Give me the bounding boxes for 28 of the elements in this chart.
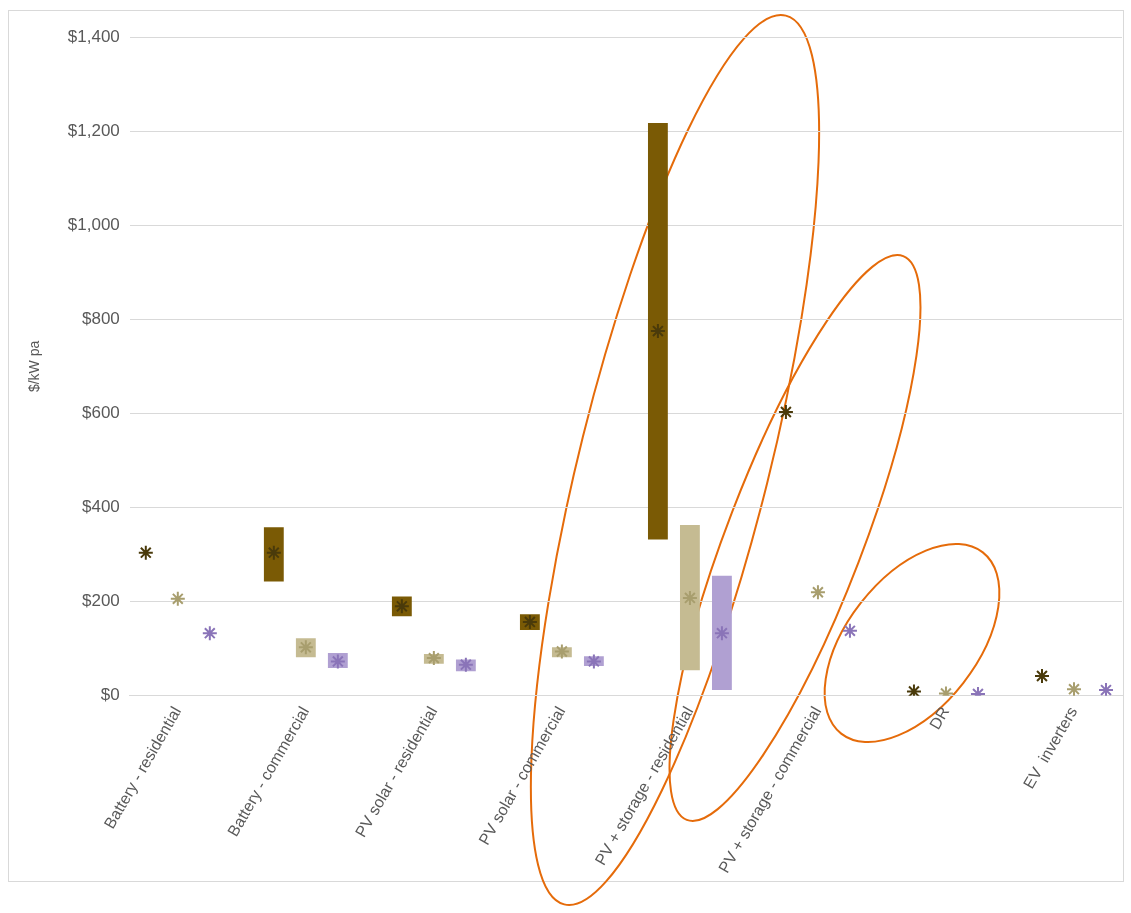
point xyxy=(201,625,218,642)
y-tick-label: $1,400 xyxy=(67,26,120,46)
point xyxy=(841,622,858,639)
point xyxy=(137,544,154,561)
y-tick-label: $0 xyxy=(100,685,120,705)
y-axis-title: $/kW pa xyxy=(26,340,43,393)
point xyxy=(777,404,794,421)
x-tick-label: DR xyxy=(926,703,953,733)
y-tick-label: $1,200 xyxy=(67,120,120,140)
bar xyxy=(263,527,284,582)
point xyxy=(169,590,186,607)
point xyxy=(1033,668,1050,684)
point xyxy=(905,683,922,696)
point xyxy=(553,643,570,660)
y-tick-label: $400 xyxy=(81,497,120,517)
point xyxy=(809,584,826,601)
bar xyxy=(679,524,700,671)
bar xyxy=(712,575,732,691)
point xyxy=(649,323,666,340)
point xyxy=(713,625,730,642)
y-tick-label: $600 xyxy=(81,403,120,423)
point xyxy=(1098,682,1114,696)
y-tick-label: $200 xyxy=(81,591,120,611)
bar xyxy=(647,123,668,540)
point xyxy=(1065,681,1082,696)
point xyxy=(681,589,698,606)
y-tick-label: $1,000 xyxy=(67,214,120,234)
y-tick-label: $800 xyxy=(81,309,120,329)
